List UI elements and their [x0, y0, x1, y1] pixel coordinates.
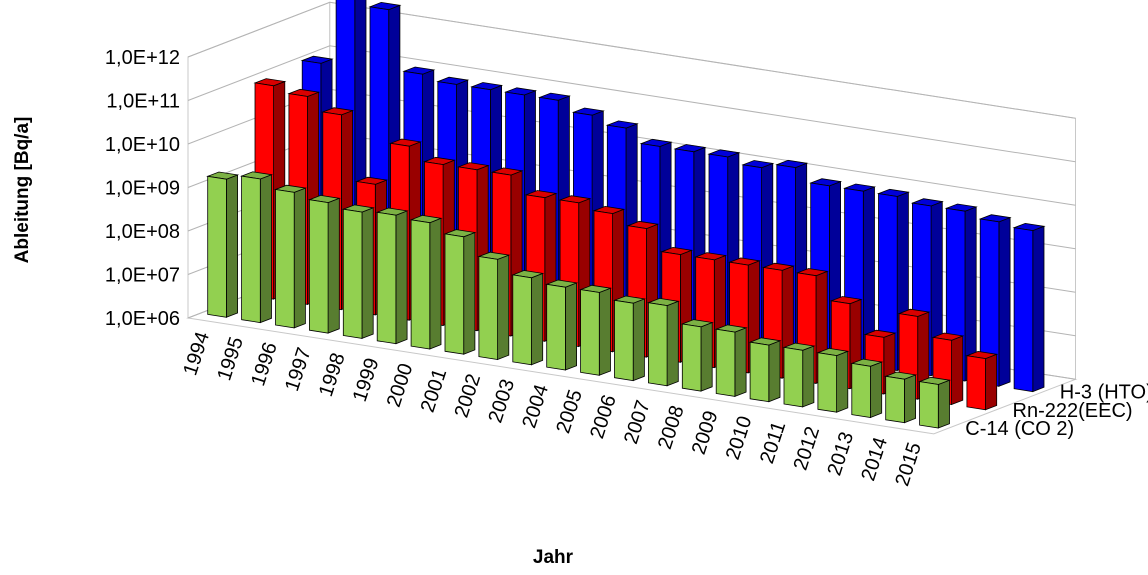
- x-tick-label: 2001: [417, 366, 452, 415]
- bar: [545, 279, 579, 371]
- bar: [965, 350, 999, 411]
- x-tick-label: 2014: [857, 435, 892, 484]
- bar: [850, 358, 884, 419]
- bar: [375, 207, 409, 345]
- x-tick-label: 1998: [315, 350, 350, 399]
- bar: [206, 171, 240, 318]
- x-tick-label: 2009: [688, 408, 723, 457]
- bar: [511, 270, 545, 366]
- legend-label: Rn-222(EEC): [1013, 400, 1133, 422]
- x-axis-title: Jahr: [533, 547, 574, 568]
- bar: [240, 171, 274, 324]
- bar: [341, 204, 375, 339]
- x-tick-label: 2007: [620, 398, 655, 447]
- bar: [782, 342, 816, 408]
- depth-legend: H-3 (HTO)Rn-222(EEC)C-14 (CO 2): [965, 382, 1148, 440]
- bar: [646, 297, 680, 387]
- x-tick-label: 1997: [281, 345, 316, 394]
- x-tick-label: 2006: [586, 392, 621, 441]
- x-tick-label: 2000: [383, 361, 418, 410]
- bar: [612, 295, 646, 382]
- gridline: [187, 1, 1076, 119]
- bar: [579, 284, 613, 376]
- y-tick-label: 1,0E+07: [105, 265, 180, 287]
- bar: [477, 251, 511, 361]
- bar: [918, 376, 952, 429]
- y-tick-label: 1,0E+11: [106, 91, 180, 113]
- x-tick-label: 2008: [654, 403, 689, 452]
- bar: [884, 371, 918, 424]
- bar: [443, 229, 477, 355]
- x-tick-label: 2012: [790, 424, 825, 473]
- bar: [307, 194, 341, 334]
- gridline: [187, 45, 1076, 163]
- x-tick-label: 2003: [484, 377, 519, 426]
- legend-label: C-14 (CO 2): [965, 418, 1074, 440]
- bars: [206, 0, 1046, 429]
- x-tick-label: 2011: [756, 419, 790, 467]
- x-tick-label: 2002: [451, 371, 486, 420]
- bar: [816, 347, 850, 413]
- y-tick-label: 1,0E+09: [105, 178, 180, 200]
- bar: [680, 319, 714, 392]
- x-tick-label: 1999: [349, 355, 384, 404]
- y-tick-labels: 1,0E+06 1,0E+07 1,0E+08 1,0E+09 1,0E+10 1,0E+…: [105, 47, 180, 330]
- bar: [714, 324, 748, 397]
- y-tick-label: 1,0E+12: [105, 47, 180, 69]
- y-axis-title: Ableitung [Bq/a]: [12, 117, 33, 264]
- x-tick-label: 1995: [213, 334, 248, 383]
- x-tick-label: 2015: [891, 440, 926, 489]
- y-tick-label: 1,0E+06: [105, 308, 180, 330]
- x-tick-label: 2010: [722, 413, 757, 462]
- bar: [1012, 222, 1046, 393]
- x-tick-label: 1994: [179, 329, 214, 378]
- y-tick-label: 1,0E+10: [105, 134, 180, 156]
- bar: [978, 214, 1012, 387]
- x-tick-label: 2013: [823, 429, 858, 478]
- bar: [273, 184, 307, 329]
- y-tick-label: 1,0E+08: [105, 221, 180, 243]
- x-tick-label: 2005: [552, 387, 587, 436]
- x-tick-labels: 1994 1995 1996 1997 1998 1999 2000 2001 2002 2003…: [179, 329, 926, 489]
- legend-label: H-3 (HTO): [1060, 382, 1148, 404]
- x-tick-label: 1996: [247, 340, 282, 389]
- bar: [748, 337, 782, 403]
- x-tick-label: 2004: [518, 382, 553, 431]
- bar: [409, 214, 443, 350]
